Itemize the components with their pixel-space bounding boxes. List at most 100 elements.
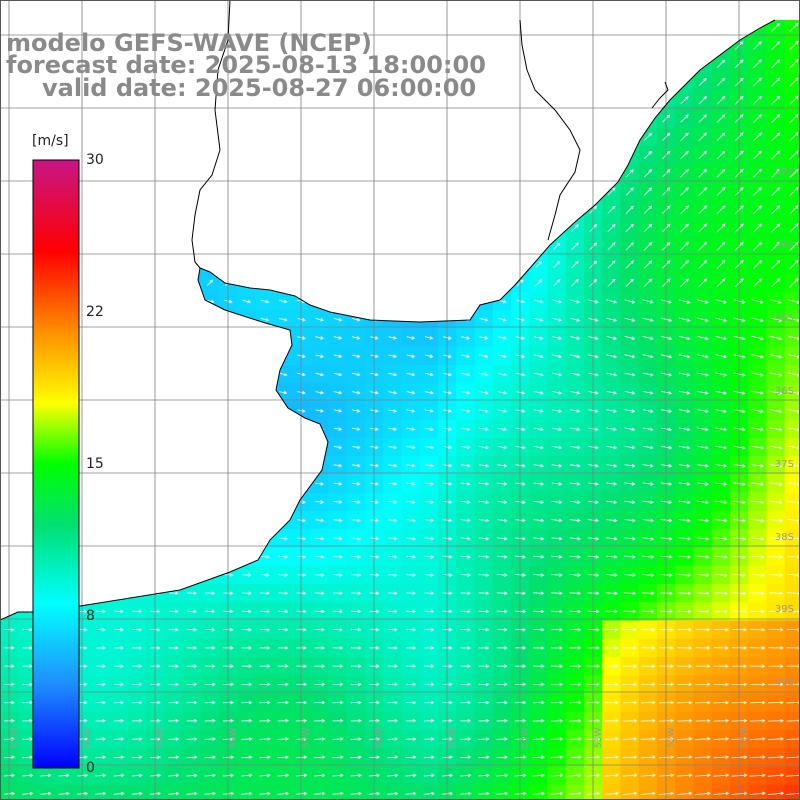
wind-arrow	[533, 317, 544, 322]
wind-arrow	[168, 682, 180, 687]
wind-arrow	[753, 132, 762, 142]
wind-arrow	[625, 187, 634, 196]
wind-arrow	[97, 279, 104, 286]
wind-arrow	[480, 42, 488, 49]
wind-arrow	[187, 500, 197, 504]
wind-arrow	[498, 242, 506, 250]
wind-arrow	[351, 591, 362, 596]
speed-cell	[693, 273, 713, 293]
wind-arrow	[259, 791, 271, 796]
speed-cell	[766, 784, 786, 800]
lon-label: 60W	[83, 727, 93, 748]
wind-arrow	[333, 554, 343, 559]
wind-arrow	[789, 223, 799, 233]
speed-cell	[237, 273, 257, 293]
wind-arrow	[279, 409, 288, 413]
speed-cell	[529, 146, 549, 165]
wind-arrow	[643, 278, 653, 287]
wind-arrow	[206, 279, 214, 286]
wind-arrow	[680, 23, 689, 32]
speed-cell	[456, 146, 476, 165]
wind-arrow	[644, 96, 652, 105]
wind-arrow	[424, 646, 435, 650]
speed-cell	[748, 219, 768, 238]
wind-arrow	[426, 206, 432, 213]
wind-arrow	[750, 536, 765, 541]
wind-arrow	[426, 243, 432, 250]
wind-arrow	[261, 206, 269, 213]
wind-arrow	[462, 224, 469, 232]
wind-arrow	[168, 700, 180, 705]
speed-cell	[255, 383, 275, 403]
wind-arrow	[131, 773, 143, 778]
wind-arrow	[569, 536, 581, 541]
wind-arrow	[622, 755, 638, 759]
wind-arrow	[480, 78, 488, 86]
speed-cell	[292, 456, 311, 476]
wind-arrow	[350, 646, 362, 650]
wind-arrow	[187, 336, 197, 340]
speed-cell	[91, 109, 111, 129]
wind-arrow	[460, 555, 471, 559]
speed-cell	[292, 200, 311, 220]
wind-arrow	[260, 500, 270, 504]
wind-arrow	[771, 59, 781, 69]
wind-arrow	[168, 627, 179, 632]
wind-arrow	[132, 700, 143, 705]
wind-arrow	[170, 261, 177, 268]
wind-arrow	[716, 241, 726, 251]
wind-arrow	[496, 791, 509, 796]
wind-arrow	[749, 682, 766, 687]
speed-cell	[0, 146, 19, 165]
wind-arrow	[424, 482, 435, 486]
wind-arrow	[496, 682, 508, 687]
wind-arrow	[753, 59, 762, 69]
speed-cell	[328, 784, 348, 800]
wind-arrow	[315, 354, 325, 358]
wind-arrow	[424, 372, 434, 377]
speed-cell	[219, 164, 238, 184]
wind-arrow	[114, 354, 124, 358]
lon-label: 57W	[302, 727, 312, 748]
wind-arrow	[497, 317, 507, 322]
wind-arrow	[604, 627, 619, 632]
wind-arrow	[205, 409, 215, 413]
lat-label: 35S	[774, 313, 794, 324]
wind-arrow	[22, 737, 34, 741]
speed-cell	[419, 146, 439, 165]
speed-cell	[784, 565, 800, 585]
speed-cell	[109, 346, 129, 366]
wind-arrow	[496, 700, 508, 705]
wind-arrow	[351, 627, 362, 632]
speed-cell	[547, 36, 567, 56]
speed-cell	[456, 255, 476, 275]
speed-cell	[438, 255, 457, 275]
wind-arrow	[207, 7, 212, 12]
wind-arrow	[771, 168, 781, 178]
wind-arrow	[206, 242, 214, 250]
speed-cell	[730, 20, 749, 38]
wind-arrow	[496, 664, 508, 668]
speed-cell	[602, 36, 622, 56]
wind-arrow	[387, 591, 398, 596]
wind-arrow	[749, 755, 766, 759]
wind-arrow	[314, 627, 326, 632]
wind-arrow	[424, 518, 435, 523]
speed-cell	[693, 20, 713, 38]
wind-arrow	[388, 427, 398, 431]
speed-cell	[492, 109, 512, 129]
speed-cell	[784, 237, 800, 257]
speed-cell	[146, 237, 165, 257]
wind-arrow	[351, 409, 361, 413]
wind-arrow	[769, 464, 783, 468]
wind-arrow	[480, 169, 488, 177]
speed-cell	[256, 0, 275, 19]
wind-arrow	[132, 482, 143, 486]
wind-arrow	[678, 609, 692, 614]
wind-arrow	[113, 646, 125, 650]
wind-arrow	[114, 482, 124, 486]
speed-cell	[711, 36, 731, 56]
wind-arrow	[315, 518, 325, 523]
wind-arrow	[115, 225, 122, 231]
wind-arrow	[169, 354, 179, 358]
